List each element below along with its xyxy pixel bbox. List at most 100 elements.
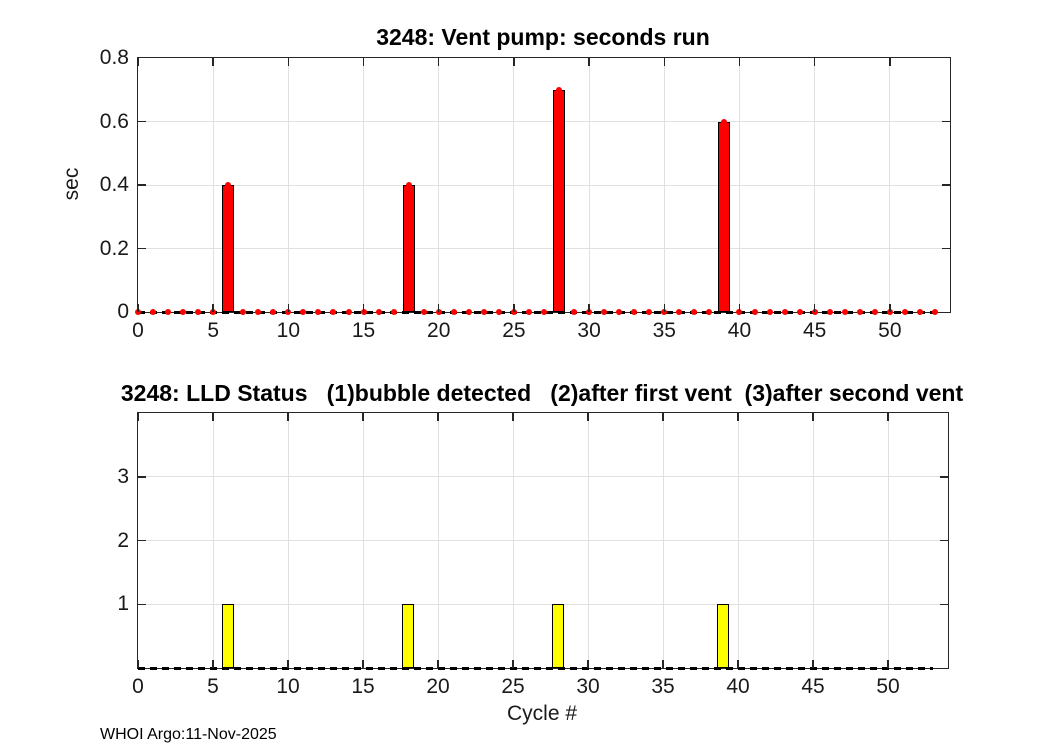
y-axis-tick-right xyxy=(940,539,948,542)
bar xyxy=(552,604,564,668)
data-point-marker xyxy=(586,309,593,315)
data-point-marker xyxy=(390,309,397,315)
y-axis-tick-right xyxy=(942,247,950,250)
data-point-marker xyxy=(886,309,893,315)
data-point-marker xyxy=(225,182,232,188)
x-axis-tick xyxy=(137,304,139,312)
y-axis-tick xyxy=(138,247,146,250)
data-point-marker xyxy=(631,309,638,315)
x-tick-label: 40 xyxy=(726,675,750,698)
x-axis-tick-top xyxy=(662,413,664,421)
y-tick-label: 2 xyxy=(117,528,129,552)
data-point-marker xyxy=(450,309,457,315)
data-point-marker xyxy=(465,309,472,315)
data-point-marker xyxy=(916,309,923,315)
x-axis-tick xyxy=(812,660,814,668)
x-axis-tick xyxy=(437,304,440,312)
data-point-marker xyxy=(811,309,818,315)
data-point-marker xyxy=(871,309,878,315)
x-axis-tick xyxy=(362,304,365,312)
data-point-marker xyxy=(856,309,863,315)
data-point-marker xyxy=(616,309,623,315)
x-axis-tick-top xyxy=(137,58,139,66)
bar xyxy=(718,121,731,312)
x-tick-label: 30 xyxy=(576,675,600,698)
x-axis-tick-top xyxy=(512,413,514,421)
x-axis-tick xyxy=(287,304,290,312)
x-axis-tick-top xyxy=(287,58,290,66)
data-point-marker xyxy=(541,309,547,315)
x-axis-tick-top xyxy=(812,413,814,421)
bottom-chart-title: 3248: LLD Status (1)bubble detected (2)a… xyxy=(120,380,964,406)
data-point-marker xyxy=(420,309,427,315)
lld-status-plot-area: 0 5 10 15 20 25 30 35 40 45 50 1 2 3 xyxy=(117,412,949,698)
x-axis-tick-top xyxy=(813,58,816,66)
y-axis-tick xyxy=(138,476,146,478)
x-tick-label: 45 xyxy=(801,675,825,698)
data-point-marker xyxy=(285,309,292,315)
x-axis-tick xyxy=(437,660,439,668)
gridline-horizontal xyxy=(138,540,948,541)
x-tick-label: 35 xyxy=(651,675,675,698)
y-tick-label: 0 xyxy=(117,300,129,323)
x-tick-label: 30 xyxy=(577,319,601,342)
bar xyxy=(402,185,415,312)
x-axis-tick xyxy=(737,660,739,668)
x-axis-tick-top xyxy=(738,58,741,66)
y-axis-tick xyxy=(138,539,146,542)
x-tick-label: 10 xyxy=(276,675,300,698)
data-point-marker xyxy=(691,309,698,315)
data-point-marker xyxy=(571,309,578,315)
data-point-marker xyxy=(901,309,908,315)
x-axis-tick-top xyxy=(513,58,515,66)
data-point-marker xyxy=(345,309,352,315)
x-axis-tick xyxy=(287,660,289,668)
data-point-marker xyxy=(360,309,367,315)
x-tick-label: 25 xyxy=(502,319,526,342)
data-point-marker xyxy=(165,309,172,315)
gridline-horizontal xyxy=(138,248,950,249)
bar xyxy=(222,185,235,312)
data-point-marker xyxy=(300,309,307,315)
y-tick-label: 0.2 xyxy=(99,236,129,260)
gridline-horizontal xyxy=(138,603,948,605)
x-axis-label: Cycle # xyxy=(506,702,578,725)
x-axis-tick xyxy=(662,660,664,668)
gridline-horizontal xyxy=(138,476,948,478)
data-point-marker xyxy=(135,309,141,315)
data-point-marker xyxy=(180,309,187,315)
data-point-marker xyxy=(150,309,157,315)
data-point-marker xyxy=(240,309,247,315)
x-tick-label: 20 xyxy=(427,319,451,342)
data-point-marker xyxy=(796,309,803,315)
data-point-marker xyxy=(495,309,502,315)
bar xyxy=(717,604,729,668)
zero-baseline-dashed xyxy=(138,666,933,670)
y-tick-label: 0.6 xyxy=(99,109,129,133)
data-point-marker xyxy=(270,309,277,315)
data-point-marker xyxy=(480,309,487,315)
top-chart-title: 3248: Vent pump: seconds run xyxy=(376,24,710,50)
data-point-marker xyxy=(841,309,848,315)
y-axis-tick-right xyxy=(940,476,948,478)
y-tick-label: 1 xyxy=(117,592,129,616)
x-axis-tick-top xyxy=(212,58,214,66)
data-point-marker xyxy=(661,309,668,315)
vent-pump-plot-area: 0 5 10 15 20 25 30 35 40 45 50 0 0.2 0.4 0.6 0.8 xyxy=(100,46,951,342)
data-point-marker xyxy=(330,309,337,315)
x-axis-tick-top xyxy=(137,413,139,421)
data-point-marker xyxy=(706,309,713,315)
x-tick-label: 0 xyxy=(132,319,144,342)
x-tick-label: 50 xyxy=(878,319,902,342)
data-point-marker xyxy=(556,86,563,93)
data-point-marker xyxy=(195,309,202,315)
x-axis-tick-top xyxy=(588,58,590,66)
x-axis-tick xyxy=(813,304,816,312)
x-axis-tick xyxy=(663,304,666,312)
x-axis-tick xyxy=(887,660,889,668)
data-point-marker xyxy=(646,309,653,315)
x-axis-tick xyxy=(362,660,364,668)
data-point-marker xyxy=(826,309,833,315)
x-axis-tick-top xyxy=(362,58,365,66)
x-tick-label: 25 xyxy=(501,675,525,698)
